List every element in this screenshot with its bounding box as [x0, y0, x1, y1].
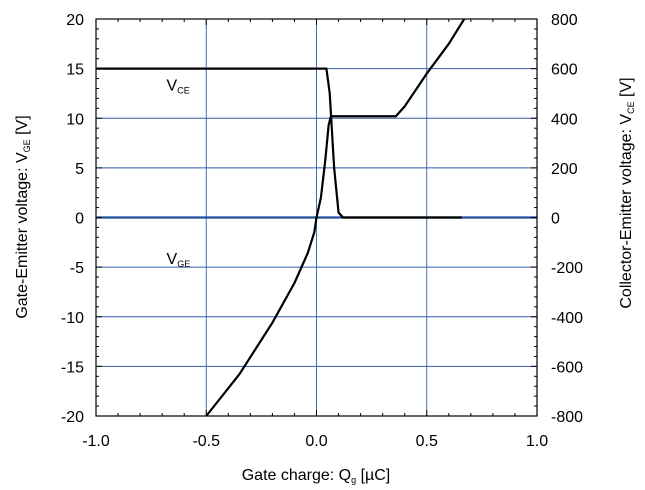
y-right-tick-label: 0 — [551, 211, 560, 228]
y-left-tick-label: -10 — [61, 310, 84, 327]
y-right-axis-title-unit: [V] — [618, 77, 635, 101]
y-left-tick-label: -5 — [70, 260, 84, 277]
y-right-tick-label: 400 — [551, 111, 578, 128]
y-left-tick-label: -15 — [61, 359, 84, 376]
y-left-tick-label: -20 — [61, 409, 84, 426]
y-right-axis-title-main: Collector-Emitter voltage: V — [618, 114, 635, 309]
y-left-axis-title-unit: [V] — [14, 115, 31, 139]
y-right-tick-label: 800 — [551, 12, 578, 29]
labels: -1.0 -0.5 0.0 0.5 1.0 20 15 10 5 0 -5 -10 -15 -20 800 6… — [61, 12, 583, 450]
series-label-vce: VCE — [167, 77, 190, 95]
x-axis-title: Gate charge: Qg [µC] — [242, 467, 391, 485]
y-left-axis-title: Gate-Emitter voltage: VGE [V] — [14, 115, 32, 318]
series-line-vce — [96, 67, 463, 219]
y-left-axis-title-sub: GE — [22, 139, 32, 152]
y-left-tick-label: 5 — [75, 161, 84, 178]
y-right-tick-label: -600 — [551, 359, 583, 376]
y-right-tick-label: 600 — [551, 62, 578, 79]
y-left-axis-title-main: Gate-Emitter voltage: V — [14, 152, 31, 319]
x-axis-title-sub: g — [351, 475, 356, 485]
x-axis-title-unit: [µC] — [356, 467, 390, 484]
y-right-tick-label: -400 — [551, 310, 583, 327]
series-label-vge: VGE — [167, 251, 191, 269]
x-axis-title-main: Gate charge: Q — [242, 467, 351, 484]
x-tick-label: -1.0 — [82, 433, 110, 450]
y-right-axis-title-sub: CE — [626, 101, 636, 114]
ticks — [95, 18, 538, 417]
series-line-vge — [205, 18, 466, 417]
y-right-tick-label: 200 — [551, 161, 578, 178]
y-left-tick-label: 20 — [66, 12, 84, 29]
y-left-tick-label: 0 — [75, 211, 84, 228]
y-right-tick-label: -800 — [551, 409, 583, 426]
x-tick-label: 0.0 — [305, 433, 327, 450]
x-tick-label: 0.5 — [416, 433, 438, 450]
y-left-tick-label: 10 — [66, 111, 84, 128]
y-right-tick-label: -200 — [551, 260, 583, 277]
series-lines — [96, 18, 466, 417]
y-left-tick-label: 15 — [66, 62, 84, 79]
x-tick-label: -0.5 — [192, 433, 220, 450]
y-right-axis-title: Collector-Emitter voltage: VCE [V] — [618, 77, 636, 308]
x-tick-label: 1.0 — [526, 433, 548, 450]
